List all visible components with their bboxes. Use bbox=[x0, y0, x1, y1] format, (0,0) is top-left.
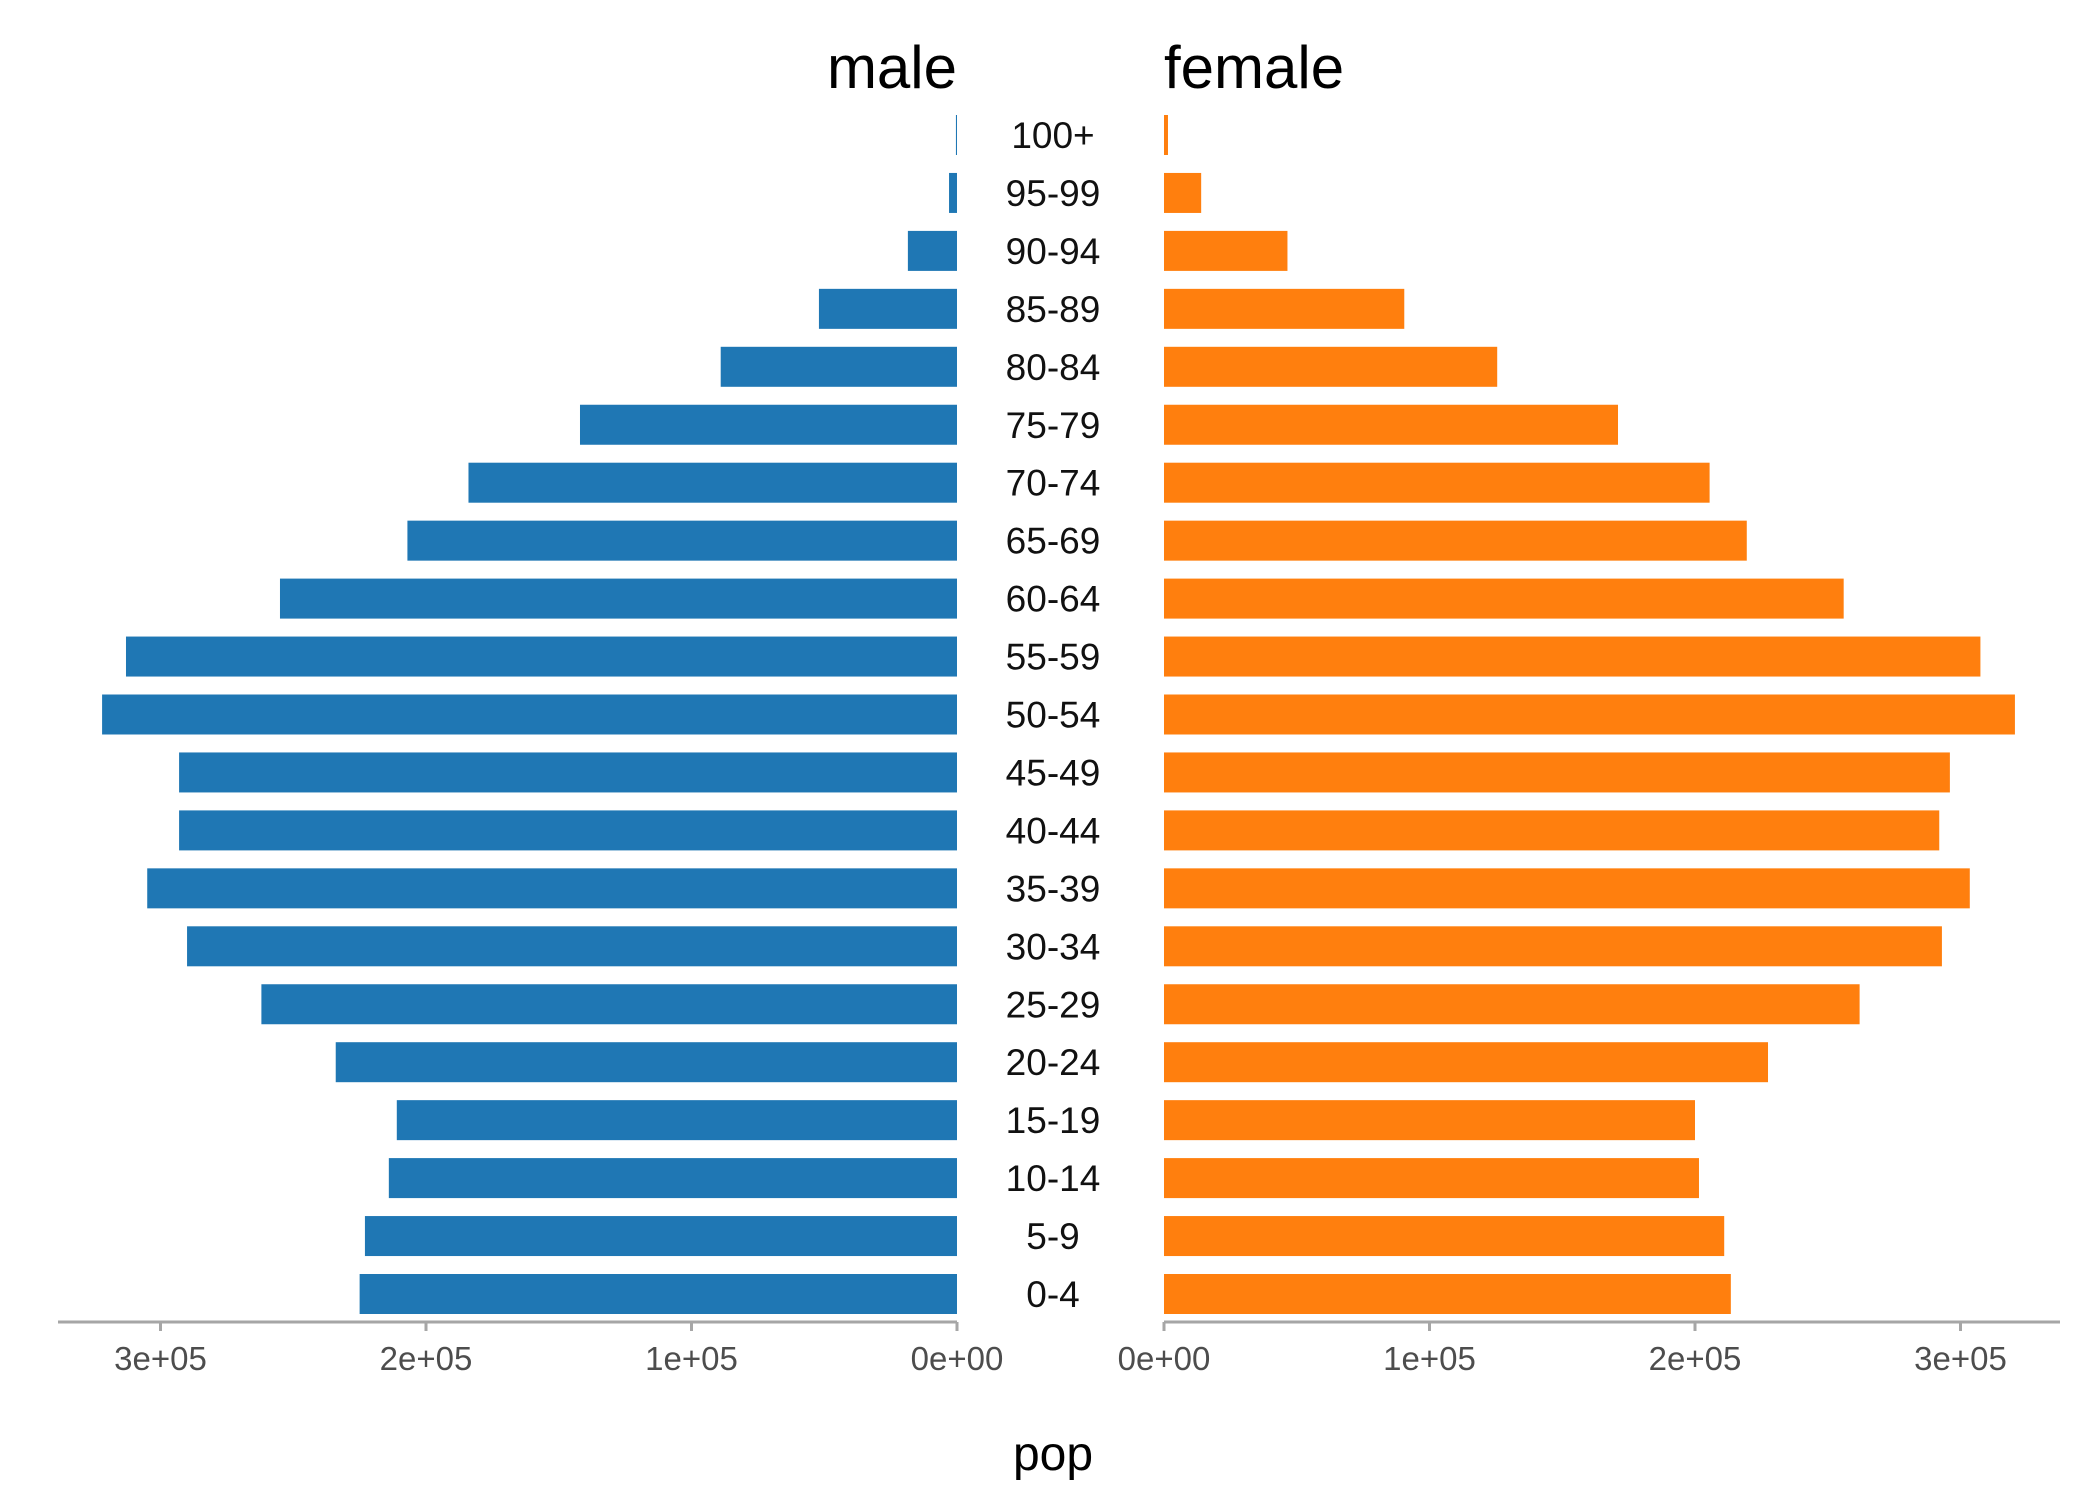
age-label-15-19: 15-19 bbox=[1006, 1100, 1101, 1141]
female-bar-45-49 bbox=[1164, 752, 1950, 793]
age-label-100+: 100+ bbox=[1011, 115, 1094, 156]
age-labels-layer: 100+ 95-99 90-94 85-89 80-84 75-79 70-74 65-69 6… bbox=[1006, 115, 1101, 1315]
age-label-55-59: 55-59 bbox=[1006, 637, 1101, 678]
female-bar-50-54 bbox=[1164, 694, 2015, 735]
male-bar-90-94 bbox=[907, 230, 957, 271]
female-bar-85-89 bbox=[1164, 288, 1405, 329]
male-bar-20-24 bbox=[335, 1042, 958, 1083]
male-bar-80-84 bbox=[720, 346, 957, 387]
age-label-85-89: 85-89 bbox=[1006, 289, 1101, 330]
male-bar-15-19 bbox=[396, 1100, 957, 1141]
female-bar-25-29 bbox=[1164, 984, 1860, 1025]
female-bar-60-64 bbox=[1164, 578, 1844, 619]
male-bar-30-34 bbox=[187, 926, 958, 967]
age-label-5-9: 5-9 bbox=[1026, 1216, 1079, 1257]
male-bar-55-59 bbox=[125, 636, 958, 677]
age-label-75-79: 75-79 bbox=[1006, 405, 1101, 446]
female-panel-title: female bbox=[1164, 34, 1344, 101]
female-tick-label-2: 2e+05 bbox=[1649, 1340, 1742, 1377]
female-bar-40-44 bbox=[1164, 810, 1940, 851]
age-label-30-34: 30-34 bbox=[1006, 926, 1101, 967]
age-label-95-99: 95-99 bbox=[1006, 173, 1101, 214]
male-bar-45-49 bbox=[179, 752, 957, 793]
age-label-70-74: 70-74 bbox=[1006, 463, 1101, 504]
age-label-45-49: 45-49 bbox=[1006, 752, 1101, 793]
female-bar-55-59 bbox=[1164, 636, 1981, 677]
female-bar-0-4 bbox=[1164, 1274, 1731, 1314]
male-bar-35-39 bbox=[147, 868, 958, 909]
axes-layer: 0e+00 1e+05 2e+05 3e+05 0e+00 1e+05 2e+05 3e+05 bbox=[58, 1320, 2060, 1377]
male-tick-label-1: 1e+05 bbox=[645, 1340, 738, 1377]
age-label-35-39: 35-39 bbox=[1006, 868, 1101, 909]
age-label-80-84: 80-84 bbox=[1006, 347, 1101, 388]
male-bar-95-99 bbox=[949, 172, 957, 213]
male-bar-70-74 bbox=[468, 462, 957, 503]
female-bar-10-14 bbox=[1164, 1158, 1699, 1199]
male-panel-title: male bbox=[827, 34, 957, 101]
female-tick-label-3: 3e+05 bbox=[1914, 1340, 2007, 1377]
female-bar-70-74 bbox=[1164, 462, 1710, 503]
age-label-40-44: 40-44 bbox=[1006, 810, 1101, 851]
male-bar-25-29 bbox=[261, 984, 957, 1025]
x-axis-title: pop bbox=[1013, 1428, 1093, 1481]
age-label-60-64: 60-64 bbox=[1006, 579, 1101, 620]
age-label-65-69: 65-69 bbox=[1006, 521, 1101, 562]
male-bar-50-54 bbox=[102, 694, 958, 735]
age-label-50-54: 50-54 bbox=[1006, 695, 1101, 736]
male-bar-75-79 bbox=[579, 404, 957, 445]
age-label-20-24: 20-24 bbox=[1006, 1042, 1101, 1083]
female-bar-90-94 bbox=[1164, 230, 1288, 271]
female-bar-5-9 bbox=[1164, 1216, 1725, 1257]
male-bar-40-44 bbox=[179, 810, 957, 851]
female-bar-30-34 bbox=[1164, 926, 1942, 967]
male-bar-0-4 bbox=[359, 1274, 957, 1314]
age-label-10-14: 10-14 bbox=[1006, 1158, 1101, 1199]
bars-layer bbox=[102, 115, 2015, 1314]
male-bar-65-69 bbox=[407, 520, 957, 561]
female-bar-100+ bbox=[1164, 115, 1168, 155]
male-tick-label-3: 3e+05 bbox=[114, 1340, 207, 1377]
female-bar-65-69 bbox=[1164, 520, 1747, 561]
age-label-0-4: 0-4 bbox=[1026, 1274, 1079, 1315]
female-bar-15-19 bbox=[1164, 1100, 1695, 1141]
female-bar-35-39 bbox=[1164, 868, 1970, 909]
male-bar-5-9 bbox=[364, 1216, 957, 1257]
male-bar-60-64 bbox=[279, 578, 958, 619]
male-tick-label-2: 2e+05 bbox=[380, 1340, 473, 1377]
male-bar-100+ bbox=[955, 115, 957, 155]
male-bar-85-89 bbox=[818, 288, 957, 329]
female-bar-80-84 bbox=[1164, 346, 1498, 387]
male-tick-label-0: 0e+00 bbox=[911, 1340, 1004, 1377]
male-bar-10-14 bbox=[388, 1158, 958, 1199]
female-tick-label-0: 0e+00 bbox=[1118, 1340, 1211, 1377]
female-bar-20-24 bbox=[1164, 1042, 1769, 1083]
age-label-90-94: 90-94 bbox=[1006, 231, 1101, 272]
female-bar-75-79 bbox=[1164, 404, 1619, 445]
age-label-25-29: 25-29 bbox=[1006, 984, 1101, 1025]
female-bar-95-99 bbox=[1164, 172, 1202, 213]
female-tick-label-1: 1e+05 bbox=[1383, 1340, 1476, 1377]
